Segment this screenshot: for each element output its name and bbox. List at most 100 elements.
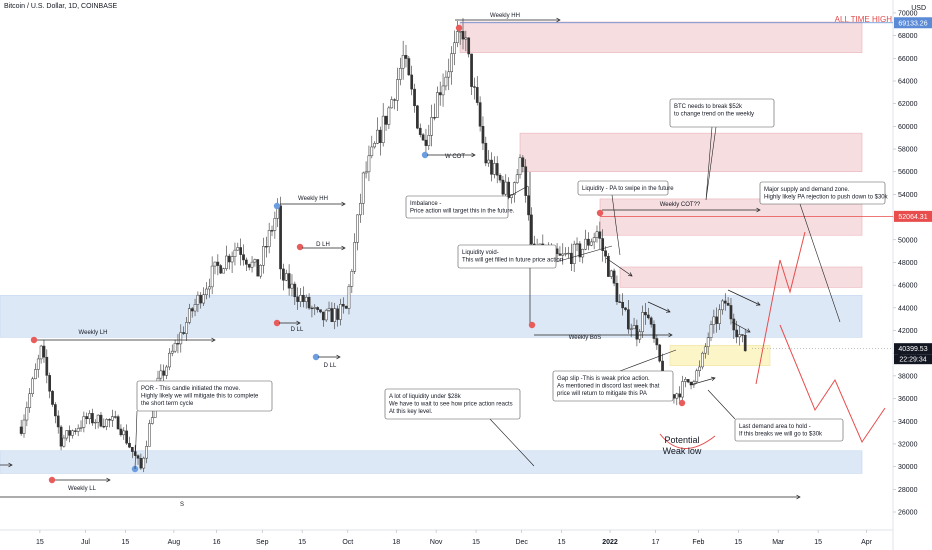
major-zone-note-line: Highly likely PA rejection to push down … [764, 195, 889, 201]
candle-down [615, 283, 619, 303]
candle-down [735, 329, 739, 338]
d-ll-2-label: D LL [324, 363, 337, 369]
x-tick-label: 2022 [602, 539, 618, 546]
candle-down [527, 195, 530, 216]
liquidity-swipe-note-line: Liquidity - PA to swipe in the future [582, 186, 674, 192]
candle-up [681, 381, 684, 398]
candle-up [273, 218, 277, 231]
candle-up [609, 270, 613, 277]
candle-down [626, 309, 630, 330]
candle-down [621, 301, 624, 309]
candle-up [390, 99, 394, 109]
candle-up [504, 181, 508, 195]
candle-down [478, 102, 482, 127]
y-tick-label: 64000 [898, 78, 918, 85]
weekly-bos-arrow-head [668, 332, 673, 338]
candle-up [79, 427, 83, 429]
candle-down [715, 316, 719, 324]
candle-down [113, 416, 117, 418]
candle-up [62, 437, 66, 447]
por-note-box [136, 380, 273, 412]
candle-up [592, 237, 596, 243]
candle-down [578, 243, 582, 258]
x-tick-label: 16 [213, 539, 221, 546]
weekly-bos-label: Weekly BoS [569, 335, 602, 341]
candle-up [712, 316, 716, 325]
candle-up [353, 242, 357, 272]
candle-down [102, 425, 106, 428]
candle-down [307, 296, 311, 309]
candle-up [564, 253, 567, 255]
candle-up [36, 358, 40, 370]
candle-up [561, 253, 565, 256]
y-tick-label: 34000 [898, 419, 918, 426]
major-zone-note-box [759, 181, 886, 205]
candle-up [193, 304, 197, 312]
candle-up [738, 334, 741, 338]
candle-up [370, 146, 374, 157]
candle-up [572, 243, 576, 265]
candle-down [319, 309, 322, 313]
zones-layer [0, 21, 863, 474]
candle-up [364, 171, 368, 174]
candle-down [635, 325, 639, 340]
candle-down [470, 53, 473, 87]
countdown-bg [894, 354, 932, 365]
key-price-tag-bg [894, 210, 932, 222]
candle-down [48, 375, 52, 392]
candle-down [501, 179, 505, 195]
candle-down [341, 303, 345, 307]
candle-up [313, 307, 317, 309]
candle-up [464, 37, 468, 40]
left-edge-arrow-head [8, 462, 13, 468]
candle-down [686, 379, 690, 383]
x-tick-label: Feb [692, 539, 704, 546]
y-tick-label: 46000 [898, 283, 918, 290]
y-tick-label: 42000 [898, 328, 918, 335]
candle-down [729, 305, 733, 320]
x-tick-label: 15 [122, 539, 130, 546]
candle-down [19, 426, 23, 434]
gap-slip-note-line: price will return to mitigate this PA [557, 391, 647, 397]
candle-up [202, 294, 205, 304]
candle-down [302, 294, 305, 302]
candle-down [296, 296, 300, 302]
candle-down [624, 307, 627, 310]
candle-down [85, 416, 89, 420]
candle-down [176, 343, 180, 345]
d-lh-arrow-head [341, 245, 346, 251]
candle-up [575, 243, 579, 245]
candle-up [259, 264, 262, 277]
candle-up [589, 241, 593, 246]
x-tick-label: 15 [814, 539, 822, 546]
y-tick-label: 56000 [898, 169, 918, 176]
candle-down [607, 255, 610, 277]
candle-down [316, 307, 319, 310]
candle-down [618, 301, 622, 303]
candle-up [447, 71, 451, 78]
candle-up [581, 248, 585, 258]
candle-down [293, 283, 297, 298]
x-tick-label: Jul [81, 539, 90, 546]
ath-price-tag: 69133.26 [898, 20, 927, 27]
candle-up [222, 268, 225, 274]
candle-down [678, 393, 682, 398]
candle-up [250, 261, 254, 268]
candle-up [34, 369, 37, 380]
candle-down [558, 253, 562, 256]
candle-down [330, 308, 334, 322]
projection-down [779, 324, 886, 444]
candle-down [182, 332, 185, 334]
candle-down [279, 205, 282, 270]
candle-up [93, 421, 97, 424]
gap-slip-note-line: As mentioned in discord last week that [557, 384, 660, 390]
candle-down [569, 252, 573, 265]
y-tick-label: 62000 [898, 101, 918, 108]
candle-down [407, 58, 411, 76]
candle-up [450, 53, 453, 73]
weak-low-marker [678, 399, 686, 407]
candle-up [324, 310, 328, 321]
candle-down [51, 390, 54, 405]
imbalance-note-line: Imbalance - [410, 201, 441, 207]
